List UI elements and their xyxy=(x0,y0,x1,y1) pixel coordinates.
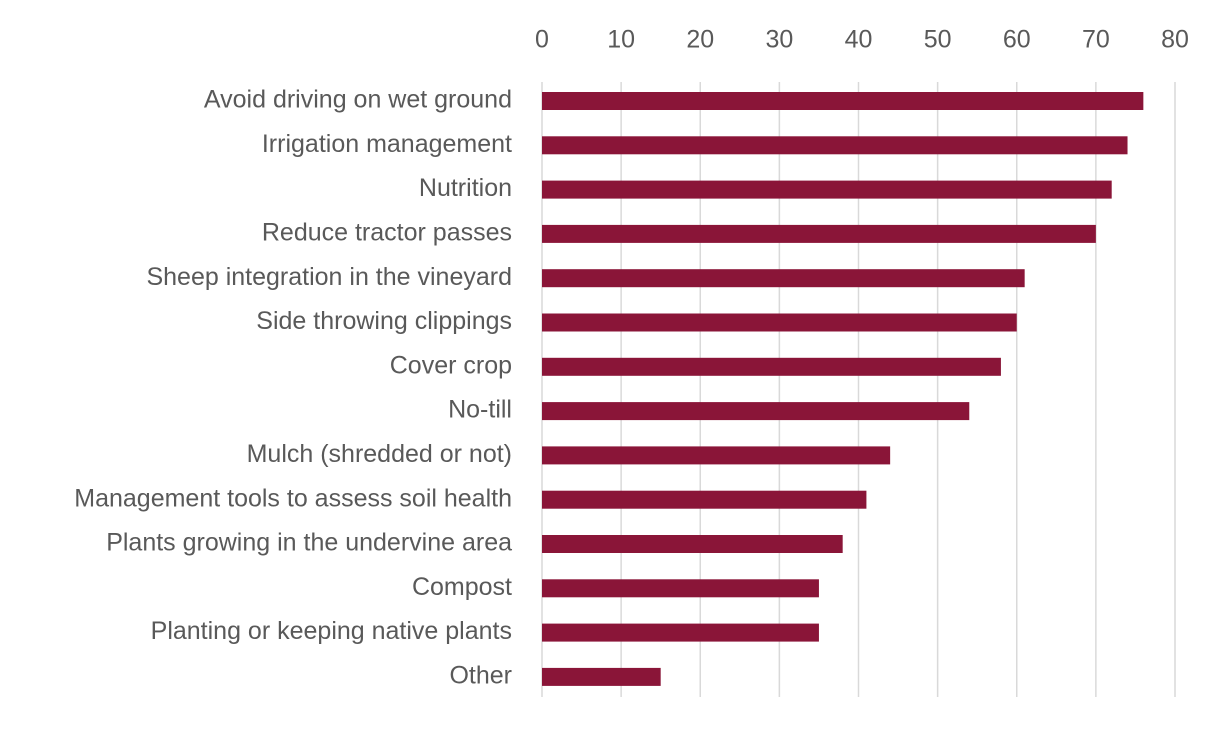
bar xyxy=(542,224,1096,243)
bar xyxy=(542,579,819,598)
category-label: Plants growing in the undervine area xyxy=(106,529,512,557)
bar xyxy=(542,180,1112,199)
category-label: Compost xyxy=(412,573,512,601)
bar xyxy=(542,92,1144,110)
x-tick-label: 60 xyxy=(1003,26,1031,54)
bars xyxy=(542,92,1144,686)
category-label: Other xyxy=(449,662,512,690)
x-axis-ticks: 0 10 20 30 40 50 60 70 80 xyxy=(535,26,1189,54)
category-label: Sheep integration in the vineyard xyxy=(146,263,512,291)
bar xyxy=(542,535,843,553)
x-tick-label: 10 xyxy=(607,26,635,54)
x-tick-label: 80 xyxy=(1161,26,1189,54)
category-label: Irrigation management xyxy=(262,130,512,158)
category-label: Avoid driving on wet ground xyxy=(204,86,512,114)
x-tick-label: 30 xyxy=(765,26,793,54)
x-tick-label: 20 xyxy=(686,26,714,54)
gridlines xyxy=(541,82,1176,697)
category-label: Side throwing clippings xyxy=(256,307,512,335)
category-label: Nutrition xyxy=(419,174,512,202)
category-label: Mulch (shredded or not) xyxy=(247,440,512,468)
category-label: Management tools to assess soil health xyxy=(74,484,512,512)
x-tick-label: 70 xyxy=(1082,26,1110,54)
bar xyxy=(542,313,1017,332)
category-label: Planting or keeping native plants xyxy=(151,617,512,645)
bar xyxy=(542,490,867,509)
x-tick-label: 50 xyxy=(924,26,952,54)
category-label: Cover crop xyxy=(390,351,512,379)
bar xyxy=(542,667,661,686)
bar xyxy=(542,446,891,465)
category-label: No-till xyxy=(448,396,512,424)
bar xyxy=(542,269,1025,288)
category-label: Reduce tractor passes xyxy=(262,219,512,247)
bar xyxy=(542,357,1001,376)
bar xyxy=(542,136,1128,155)
x-tick-label: 0 xyxy=(535,26,549,54)
bar xyxy=(542,623,819,642)
category-labels: Avoid driving on wet ground Irrigation ma… xyxy=(74,86,512,690)
x-tick-label: 40 xyxy=(845,26,873,54)
bar xyxy=(542,402,970,421)
